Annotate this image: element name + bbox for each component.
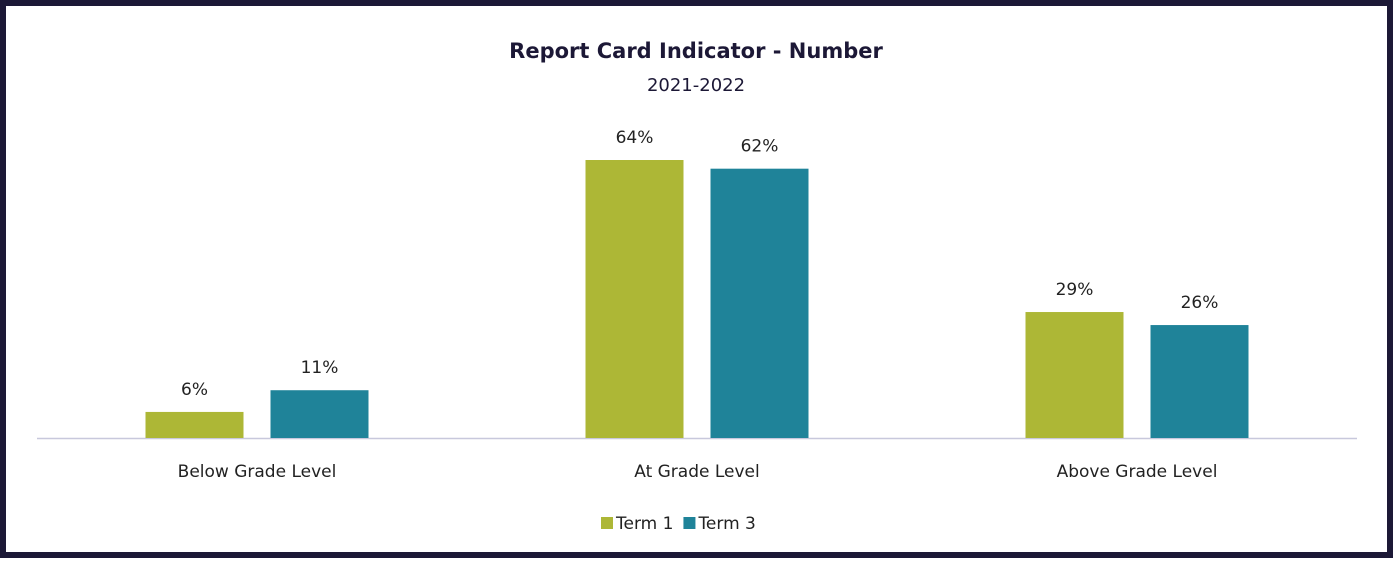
bar	[145, 411, 244, 438]
x-tick-label: Above Grade Level	[1057, 462, 1218, 482]
bar	[1025, 312, 1124, 438]
x-tick-label: At Grade Level	[634, 462, 760, 482]
bar	[585, 160, 684, 438]
chart-subtitle: 2021-2022	[647, 75, 745, 96]
legend-label: Term 3	[697, 514, 755, 534]
bar	[1150, 325, 1249, 438]
legend-label: Term 1	[615, 514, 673, 534]
data-label: 64%	[616, 128, 654, 148]
data-label: 62%	[741, 137, 779, 157]
x-tick-label: Below Grade Level	[178, 462, 337, 482]
bar	[710, 168, 809, 438]
bar	[270, 390, 369, 438]
data-label: 29%	[1056, 280, 1094, 300]
legend-swatch	[683, 517, 696, 529]
data-label: 26%	[1181, 293, 1219, 313]
legend-swatch	[601, 517, 613, 529]
chart-title: Report Card Indicator - Number	[509, 39, 883, 63]
data-label: 6%	[181, 380, 208, 400]
data-label: 11%	[301, 358, 339, 378]
